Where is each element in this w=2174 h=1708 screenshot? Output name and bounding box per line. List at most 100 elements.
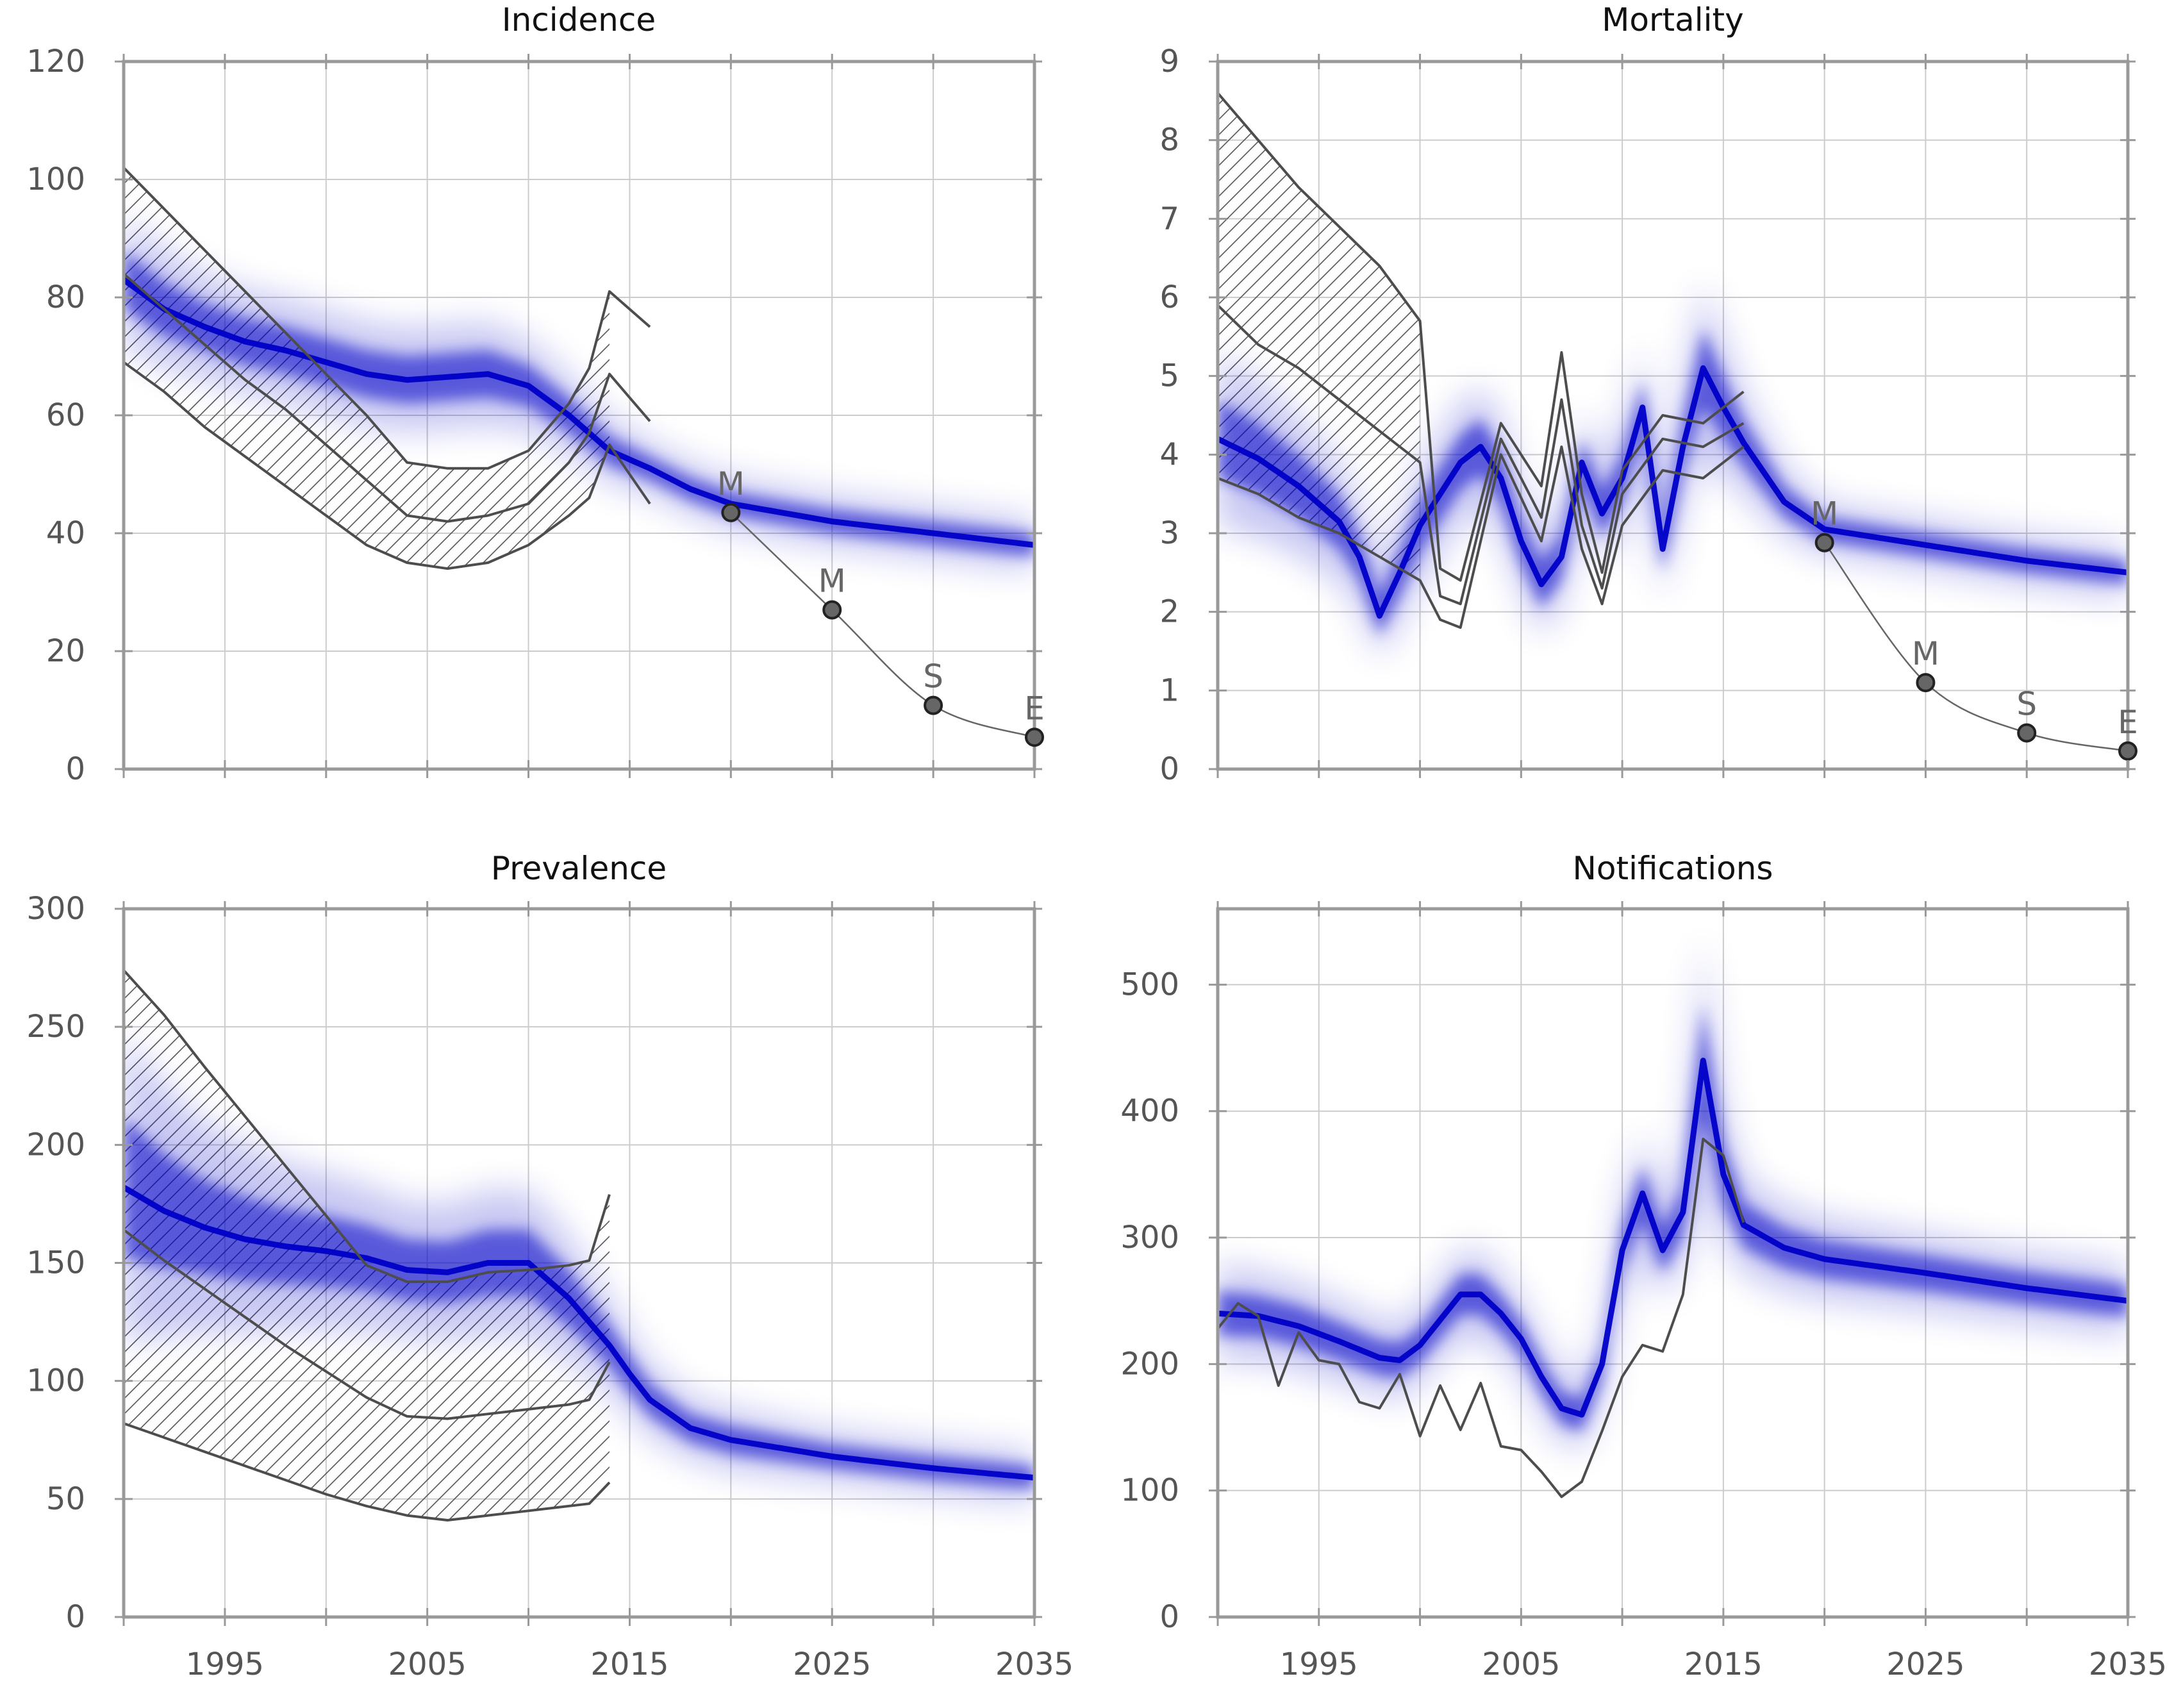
mortality-target-marker	[1814, 533, 1834, 552]
incidence-y-tick-label: 80	[46, 279, 85, 315]
prevalence-x-tick-label: 2005	[388, 1646, 467, 1682]
incidence-target-label: E	[1024, 690, 1045, 727]
incidence-observed-upper	[124, 167, 651, 470]
prevalence-y-tick-label: 300	[26, 891, 85, 927]
incidence-target-label: M	[717, 465, 745, 502]
prevalence-model-band-inner	[124, 1116, 1034, 1490]
incidence-y-tick-label: 0	[65, 751, 85, 787]
incidence-model-median-line	[124, 277, 1034, 548]
mortality-model-band-inner	[1218, 329, 2128, 636]
mortality-target-marker	[2017, 723, 2037, 743]
prevalence-ticks	[115, 901, 1042, 1626]
mortality-model-band-outer	[1218, 281, 2128, 659]
notifications-y-tick-label: 300	[1120, 1220, 1179, 1256]
mortality-model-median-line	[1218, 365, 2128, 619]
incidence-target-curve	[730, 511, 1035, 738]
prevalence-title: Prevalence	[491, 850, 667, 887]
mortality-target-label: S	[2016, 686, 2037, 723]
mortality-y-tick-label: 9	[1159, 44, 1179, 79]
prevalence-x-tick-label: 2025	[793, 1646, 871, 1682]
mortality-y-tick-label: 7	[1159, 201, 1179, 236]
notifications-y-tick-label: 200	[1120, 1346, 1179, 1382]
panel-mortality: Mortality M M S E 0 1 2 3 4 5 6 7 8 9	[1159, 1, 2137, 787]
prevalence-x-tick-label: 2035	[995, 1646, 1074, 1682]
incidence-target-label: M	[818, 563, 846, 600]
mortality-target-label: M	[1912, 635, 1939, 672]
incidence-y-tick-label: 40	[46, 515, 85, 551]
notifications-model-band-inner	[1218, 1004, 2128, 1431]
prevalence-observed-central	[124, 1229, 611, 1420]
mortality-target-label: E	[2118, 704, 2138, 741]
mortality-y-tick-label: 5	[1159, 358, 1179, 394]
mortality-y-tick-label: 0	[1159, 751, 1179, 787]
incidence-ticks	[115, 54, 1042, 778]
mortality-target-marker	[2118, 741, 2137, 761]
notifications-frame	[1216, 907, 2130, 1619]
incidence-title: Incidence	[502, 1, 656, 38]
mortality-y-tick-label: 4	[1159, 436, 1179, 472]
incidence-observed-lower	[124, 361, 651, 570]
notifications-x-tick-label: 2015	[1684, 1646, 1763, 1682]
incidence-observed-central	[124, 272, 651, 523]
prevalence-y-tick-label: 200	[26, 1127, 85, 1163]
mortality-plot-area	[1218, 92, 2128, 659]
mortality-observed-central	[1218, 304, 1745, 606]
prevalence-y-tick-label: 0	[65, 1599, 85, 1635]
notifications-observed-central	[1218, 1138, 1745, 1498]
incidence-plot-area	[124, 167, 1034, 571]
mortality-y-tick-label: 1	[1159, 672, 1179, 708]
prevalence-y-tick-label: 100	[26, 1363, 85, 1399]
incidence-y-tick-label: 20	[46, 633, 85, 669]
prevalence-x-tick-label: 1995	[186, 1646, 264, 1682]
incidence-y-tick-label: 60	[46, 397, 85, 433]
mortality-title: Mortality	[1602, 1, 1744, 38]
incidence-target-marker	[924, 695, 943, 715]
incidence-target-marker	[721, 502, 741, 522]
incidence-target-marker	[822, 600, 842, 620]
prevalence-x-tick-label: 2015	[590, 1646, 668, 1682]
notifications-x-tick-label: 1995	[1280, 1646, 1358, 1682]
panel-incidence: Incidence M M S E 0 20 40 60 80 100 120	[26, 1, 1044, 787]
notifications-y-tick-label: 0	[1159, 1599, 1179, 1635]
notifications-y-tick-label: 400	[1120, 1093, 1179, 1129]
notifications-title: Notifications	[1573, 850, 1773, 887]
incidence-target-marker	[1025, 727, 1044, 747]
notifications-y-tick-label: 100	[1120, 1473, 1179, 1509]
prevalence-uncertainty-hatch	[124, 970, 610, 1520]
notifications-model-median-line	[1218, 1057, 2128, 1418]
mortality-y-tick-label: 8	[1159, 122, 1179, 158]
incidence-target-label: S	[923, 658, 943, 695]
notifications-plot-area	[1218, 935, 2128, 1498]
notifications-x-tick-label: 2025	[1886, 1646, 1964, 1682]
prevalence-observed-upper	[124, 969, 611, 1283]
prevalence-plot-area	[124, 969, 1034, 1521]
notifications-x-tick-label: 2005	[1482, 1646, 1560, 1682]
notifications-y-tick-label: 500	[1120, 966, 1179, 1002]
incidence-model-band-outer	[124, 215, 1034, 571]
notifications-x-tick-label: 2035	[2089, 1646, 2167, 1682]
mortality-target-label: M	[1811, 495, 1838, 533]
mortality-y-tick-label: 3	[1159, 515, 1179, 551]
mortality-frame	[1216, 60, 2130, 771]
prevalence-y-tick-label: 50	[46, 1481, 85, 1517]
mortality-y-tick-label: 6	[1159, 279, 1179, 315]
panel-prevalence: Prevalence 0 50 100 150 200 250 300 1995 2005 2015…	[26, 850, 1074, 1682]
incidence-model-band-inner	[124, 250, 1034, 557]
prevalence-model-median-line	[124, 1184, 1034, 1481]
prevalence-observed-lower	[124, 1422, 611, 1521]
panel-notifications: Notifications 0 100 200 300 400 500 1995 2005 201…	[1120, 850, 2167, 1682]
prevalence-model-band-outer	[124, 1031, 1034, 1504]
notifications-ticks	[1209, 901, 2136, 1626]
prevalence-y-tick-label: 250	[26, 1009, 85, 1045]
mortality-ticks	[1209, 54, 2136, 778]
incidence-y-tick-label: 100	[26, 162, 85, 197]
notifications-model-band-outer	[1218, 935, 2128, 1451]
mortality-observed-upper	[1218, 92, 1745, 582]
mortality-target-curve	[1823, 542, 2128, 752]
prevalence-y-tick-label: 150	[26, 1245, 85, 1281]
mortality-observed-lower	[1218, 445, 1745, 629]
incidence-y-tick-label: 120	[26, 44, 85, 79]
mortality-target-marker	[1916, 673, 1936, 693]
